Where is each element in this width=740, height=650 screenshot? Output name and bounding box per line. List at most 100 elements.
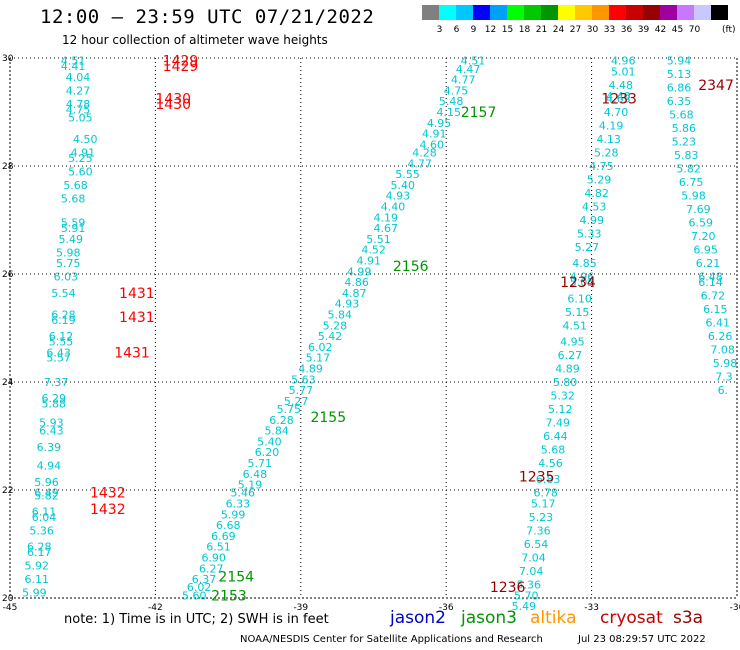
color-scale-label: 18	[518, 25, 531, 35]
wave-height-value: 5.93	[39, 417, 64, 430]
orbit-number-label: 2153	[211, 588, 247, 604]
wave-height-value: 6.28	[269, 414, 294, 427]
wave-height-value: 7.69	[686, 203, 711, 216]
wave-height-value: 5.28	[323, 319, 348, 332]
legend-jason3: jason3	[461, 608, 517, 628]
wave-height-value: 6.27	[558, 349, 583, 362]
wave-height-value: 4.51	[563, 319, 588, 332]
wave-height-value: 4.89	[555, 363, 580, 376]
wave-height-value: 4.50	[73, 133, 98, 146]
wave-height-value: 7.08	[710, 344, 735, 357]
wave-height-value: 6.04	[32, 511, 56, 524]
legend-jason2: jason2	[390, 608, 446, 628]
wave-height-value: 6.27	[199, 562, 224, 575]
wave-height-value: 5.82	[676, 163, 701, 176]
wave-height-value: 5.32	[550, 390, 575, 403]
color-scale-label: 21	[535, 25, 548, 35]
wave-height-value: 4.51	[61, 55, 86, 68]
color-swatch	[609, 5, 626, 20]
wave-height-value: 4.86	[344, 276, 369, 289]
wave-height-value: 6.48	[698, 271, 723, 284]
wave-height-value: 5.94	[667, 55, 692, 68]
color-swatch	[660, 5, 677, 20]
color-scale-label: 45	[671, 25, 684, 35]
wave-height-value: 6.29	[42, 392, 67, 405]
wave-height-value: 6.14	[698, 276, 723, 289]
color-scale-label: 27	[569, 25, 582, 35]
wave-height-value: 5.33	[577, 228, 602, 241]
wave-height-value: 5.55	[395, 168, 420, 181]
orbit-number-label: 2157	[461, 105, 497, 121]
wave-height-value: 4.56	[538, 457, 563, 470]
wave-height-value: 4.19	[599, 120, 624, 133]
wave-height-value: 5.68	[63, 179, 88, 192]
wave-height-value: 6.28	[27, 541, 52, 554]
color-scale-label: 15	[501, 25, 514, 35]
lon-tick-label: -39	[293, 603, 308, 613]
wave-height-value: 4.89	[298, 363, 323, 376]
wave-height-value: 6.11	[32, 506, 56, 519]
wave-height-value: 6.03	[54, 271, 78, 284]
wave-height-value: 4.94	[37, 460, 62, 473]
credit-text: NOAA/NESDIS Center for Satellite Applica…	[240, 634, 543, 645]
color-swatch	[439, 5, 456, 20]
page-title: 12:00 – 23:59 UTC 07/21/2022	[40, 6, 375, 28]
page-subtitle: 12 hour collection of altimeter wave hei…	[62, 33, 328, 47]
wave-height-value: 5.60	[182, 589, 207, 602]
track-values: 4.514.414.044.274.784.755.054.504.915.25…	[22, 55, 737, 613]
wave-height-value: 4.91	[71, 147, 96, 160]
lat-tick-label: 24	[2, 378, 14, 388]
wave-height-value: 4.19	[374, 211, 399, 224]
orbit-labels: 1429142914301430143114311431143214322157…	[90, 54, 734, 605]
lat-tick-label: 22	[2, 486, 13, 496]
orbit-number-label: 1236	[490, 580, 526, 596]
wave-height-value: 4.77	[451, 74, 476, 87]
wave-height-value: 4.77	[407, 157, 432, 170]
wave-height-value: 7.20	[691, 230, 716, 243]
wave-height-value: 5.19	[238, 479, 263, 492]
orbit-number-label: 2347	[698, 78, 734, 94]
orbit-number-label: 1432	[90, 486, 126, 502]
wave-height-value: 4.96	[611, 55, 636, 68]
color-scale-label: 33	[603, 25, 616, 35]
wave-height-value: 4.78	[66, 98, 91, 111]
wave-height-value: 4.63	[606, 93, 631, 106]
lon-tick-label: -33	[584, 603, 599, 613]
orbit-number-label: 1430	[155, 92, 191, 108]
wave-height-value: 5.23	[672, 136, 697, 149]
color-swatch	[575, 5, 592, 20]
wave-height-value: 6.02	[308, 341, 333, 354]
wave-height-value: 4.51	[461, 55, 486, 68]
wave-height-value: 4.93	[335, 298, 360, 311]
wave-height-value: 6.39	[37, 441, 62, 454]
wave-height-value: 5.84	[264, 425, 289, 438]
wave-height-value: 6.78	[533, 487, 558, 500]
wave-height-value: 5.98	[713, 357, 738, 370]
legend-s3a: s3a	[673, 608, 704, 628]
wave-height-value: 6.68	[216, 519, 241, 532]
legend-cryosat: cryosat	[600, 608, 663, 628]
wave-height-value: 4.60	[420, 138, 445, 151]
map-frame	[9, 57, 738, 599]
wave-height-value: 5.96	[34, 476, 59, 489]
wave-height-value: 5.98	[681, 190, 706, 203]
wave-height-value: 5.82	[34, 489, 59, 502]
orbit-number-label: 1429	[163, 54, 199, 70]
wave-height-value: 5.15	[565, 306, 590, 319]
wave-height-value: 6.19	[51, 314, 76, 327]
wave-height-value: 4.53	[582, 201, 607, 214]
wave-height-value: 4.48	[609, 79, 634, 92]
wave-height-value: 4.15	[437, 106, 462, 119]
wave-height-value: 4.75	[66, 103, 91, 116]
wave-height-value: 4.82	[584, 187, 609, 200]
wave-height-value: 4.28	[412, 147, 437, 160]
wave-height-value: 7.04	[519, 565, 544, 578]
wave-height-value: 5.01	[611, 66, 636, 79]
wave-height-value: 5.49	[512, 600, 537, 613]
orbit-number-label: 1432	[90, 502, 126, 518]
orbit-number-label: 1431	[119, 286, 155, 302]
wave-height-value: 4.95	[560, 336, 585, 349]
color-swatch	[473, 5, 490, 20]
wave-height-value: 4.40	[606, 90, 631, 103]
